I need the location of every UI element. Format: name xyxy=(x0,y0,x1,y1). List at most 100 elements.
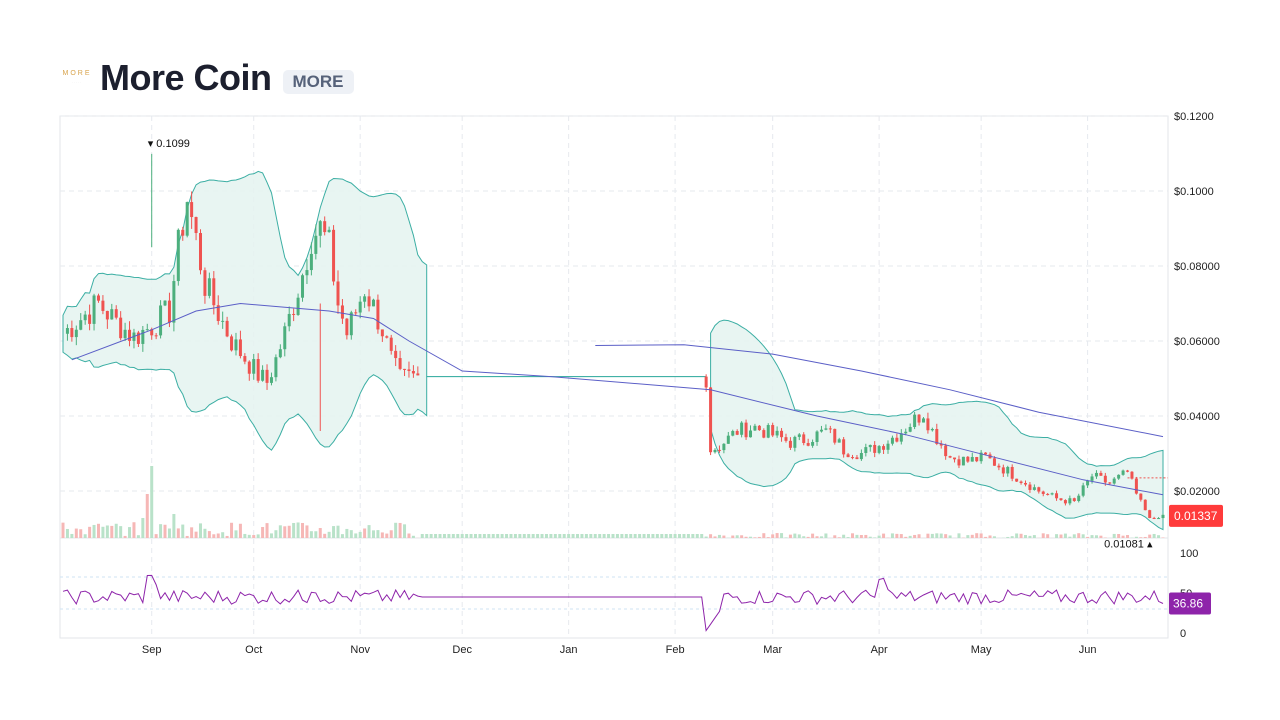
candle-body xyxy=(833,428,837,443)
chart-axes: $0.1200 $0.1000 $0.08000 $0.06000 $0.04000 $0… xyxy=(142,111,1220,656)
candle-body xyxy=(1134,478,1138,494)
volume-bar xyxy=(420,534,424,538)
volume-bar xyxy=(332,526,336,538)
candle-body xyxy=(79,320,83,330)
volume-bar xyxy=(1063,533,1067,538)
candle-body xyxy=(88,314,92,324)
volume-bar xyxy=(199,523,202,538)
candle-body xyxy=(882,446,886,450)
moving-average-long xyxy=(595,344,1164,438)
candle-body xyxy=(163,300,167,306)
candle-body xyxy=(855,457,859,460)
candle-body xyxy=(842,439,846,455)
x-tick-label: Oct xyxy=(245,644,262,656)
volume-bar xyxy=(851,533,855,538)
volume-bar xyxy=(744,536,748,538)
volume-bar xyxy=(274,530,278,538)
volume-bar xyxy=(269,533,273,538)
volume-bar xyxy=(167,528,171,538)
candle-body xyxy=(864,447,868,453)
volume-bar xyxy=(842,534,846,538)
volume-bar xyxy=(766,537,770,538)
candle-body xyxy=(323,221,327,233)
volume-bar xyxy=(61,522,65,538)
candle-body xyxy=(735,431,739,435)
volume-bar xyxy=(345,528,349,538)
volume-bar xyxy=(323,533,327,538)
coin-logo: MORE ····· xyxy=(60,70,94,86)
volume-bar xyxy=(598,534,602,538)
volume-bar xyxy=(682,534,686,538)
y-tick-label: $0.1000 xyxy=(1174,186,1214,198)
candle-body xyxy=(389,337,393,351)
volume-bar xyxy=(172,514,176,538)
candle-body xyxy=(203,270,207,296)
candle-body xyxy=(788,440,792,448)
volume-bar xyxy=(207,531,211,538)
candle-body xyxy=(1072,498,1076,502)
candle-body xyxy=(385,336,389,338)
candle-body xyxy=(749,430,752,438)
volume-bar xyxy=(1006,536,1010,538)
volume-bar xyxy=(713,536,717,538)
candle-body xyxy=(252,359,256,374)
candle-body xyxy=(190,202,194,218)
volume-bar xyxy=(642,534,646,538)
candle-body xyxy=(917,414,921,423)
candle-body xyxy=(185,202,189,236)
volume-bar xyxy=(478,534,482,538)
volume-bar xyxy=(544,534,548,538)
candle-body xyxy=(948,456,952,458)
last-price-text: 0.01337 xyxy=(1174,509,1218,523)
volume-bar xyxy=(540,534,544,538)
volume-bar xyxy=(939,533,943,538)
candle-body xyxy=(802,434,806,444)
volume-bar xyxy=(673,534,677,538)
candle-body xyxy=(828,428,832,430)
candle-body xyxy=(740,422,744,435)
volume-bar xyxy=(646,534,650,538)
candle-body xyxy=(1108,482,1112,484)
volume-bar xyxy=(221,532,225,538)
volume-bar xyxy=(970,534,974,538)
volume-bar xyxy=(314,531,318,538)
volume-bar xyxy=(957,533,961,538)
candle-body xyxy=(150,329,154,336)
volume-bar xyxy=(79,529,83,538)
candle-body xyxy=(371,299,375,307)
volume-bar xyxy=(340,534,344,538)
volume-bar xyxy=(403,524,407,538)
volume-bar xyxy=(145,494,149,538)
volume-bar xyxy=(660,534,664,538)
candle-body xyxy=(123,329,127,339)
volume-bar xyxy=(802,536,806,538)
candle-body xyxy=(1063,500,1067,504)
x-tick-label: Dec xyxy=(452,644,472,656)
volume-bar xyxy=(607,534,611,538)
candle-body xyxy=(305,270,309,276)
volume-bar xyxy=(882,533,886,538)
volume-bar xyxy=(154,534,158,538)
volume-bar xyxy=(527,534,531,538)
volume-bar xyxy=(70,533,74,538)
candle-body xyxy=(984,452,988,455)
volume-bar xyxy=(691,534,695,538)
candle-body xyxy=(269,377,273,383)
candle-body xyxy=(261,369,265,381)
bollinger-bands xyxy=(62,170,1164,531)
volume-bar xyxy=(278,525,282,538)
candle-body xyxy=(238,339,242,357)
volume-bar xyxy=(371,530,375,538)
candle-body xyxy=(704,376,708,388)
candle-body xyxy=(74,329,78,338)
volume-bar xyxy=(354,533,358,538)
volume-bar xyxy=(283,526,287,538)
volume-bar xyxy=(762,533,766,538)
volume-bar xyxy=(469,534,473,538)
candle-body xyxy=(1059,498,1063,501)
candle-body xyxy=(775,430,779,436)
volume-bar xyxy=(877,535,881,538)
volume-bar xyxy=(1081,534,1085,538)
volume-bar xyxy=(611,534,615,538)
